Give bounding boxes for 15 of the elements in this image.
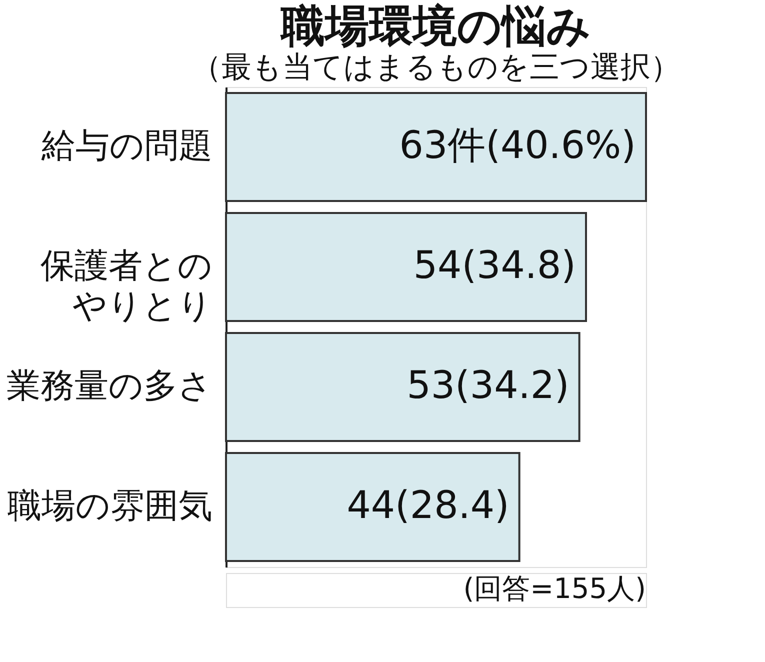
bar — [225, 332, 580, 442]
chart-title: 職場環境の悩み — [280, 1, 591, 52]
bar — [225, 452, 520, 562]
bar — [225, 212, 587, 322]
y-tick-label: 職場の雰囲気 — [8, 486, 212, 526]
y-tick-label: 業務量の多さ — [6, 366, 212, 406]
y-tick-label: 給与の問題 — [40, 126, 212, 166]
bar — [225, 92, 647, 202]
chart-subtitle: （最も当てはまるものを三つ選択） — [192, 50, 680, 85]
data-label: 63件(40.6%) — [399, 123, 636, 167]
data-label: 53(34.2) — [406, 363, 570, 407]
data-label: 44(28.4) — [346, 483, 510, 527]
y-tick-label: 保護者とのやりとり — [40, 246, 212, 326]
data-label: 54(34.8) — [413, 243, 576, 287]
text: (回答=155人) — [463, 572, 646, 605]
